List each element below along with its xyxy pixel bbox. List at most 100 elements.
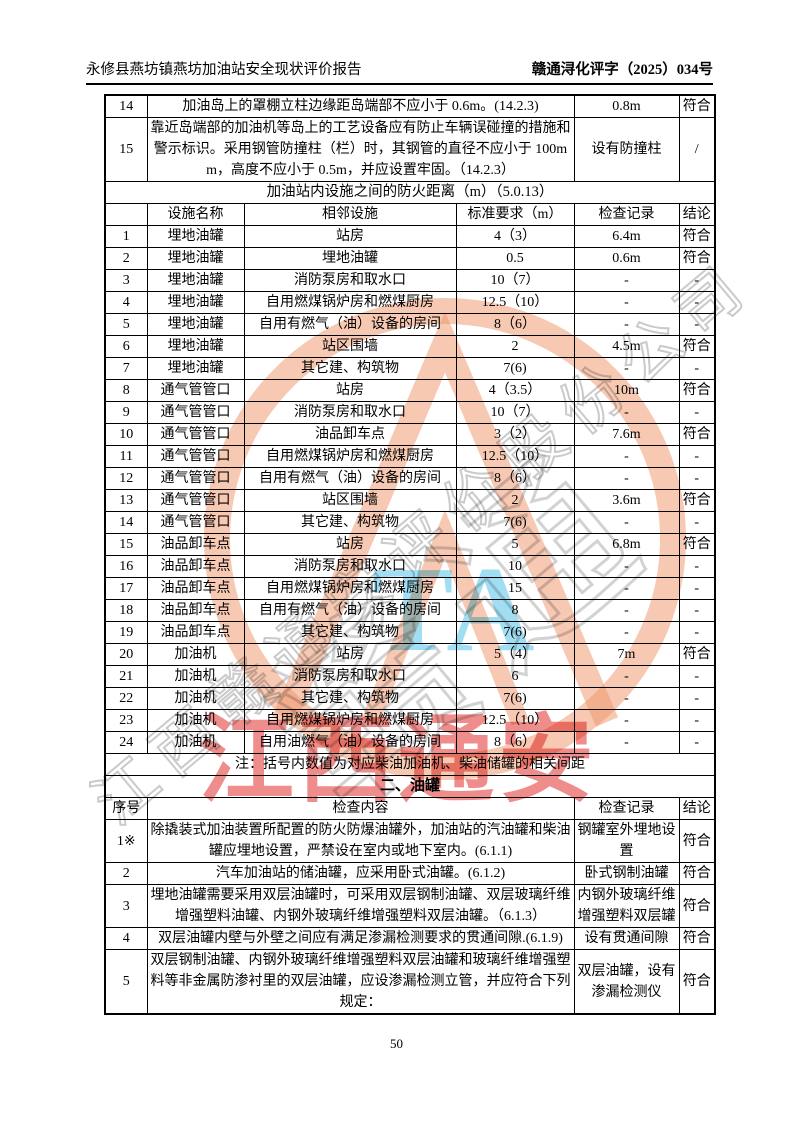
facility-name-cell: 加油机 <box>146 709 245 732</box>
adjacent-facility-cell: 自用燃煤锅炉房和燃煤厨房 <box>243 577 457 600</box>
conclusion-cell: - <box>678 291 716 314</box>
conclusion-cell: - <box>678 313 716 336</box>
facility-name-cell: 加油机 <box>146 731 245 754</box>
fire-distance-rows: 1 埋地油罐 站房 4（3） 6.4m 符合 2 埋地油罐 埋地油罐 0.5 0.6m 符合 3 埋地油罐… <box>104 225 716 754</box>
adjacent-facility-cell: 自用有燃气（油）设备的房间 <box>243 599 457 622</box>
facility-name-cell: 加油机 <box>146 643 245 666</box>
fire-distance-heading: 加油站内设施之间的防火距离（m）（5.0.13） 设施名称 相邻设施 标准要求（m）… <box>104 181 716 226</box>
conclusion-cell: - <box>678 269 716 292</box>
check-record-cell: 10m <box>573 379 680 402</box>
facility-name-cell: 通气管管口 <box>146 511 245 534</box>
standard-requirement-cell: 2 <box>455 335 575 358</box>
row-number-cell: 17 <box>104 577 148 600</box>
table-row: 20 加油机 站房 5（4） 7m 符合 <box>104 643 716 666</box>
check-record-cell: 设有防撞柱 <box>573 117 680 182</box>
check-record-cell: - <box>573 445 680 468</box>
standard-requirement-cell: 0.5 <box>455 247 575 270</box>
row-number-cell: 24 <box>104 731 148 754</box>
table-row: 17 油品卸车点 自用燃煤锅炉房和燃煤厨房 15- - <box>104 577 716 600</box>
row-number-cell: 13 <box>104 489 148 512</box>
facility-name-cell: 通气管管口 <box>146 379 245 402</box>
adjacent-facility-cell: 消防泵房和取水口 <box>243 401 457 424</box>
adjacent-facility-cell: 消防泵房和取水口 <box>243 269 457 292</box>
table-row: 3 埋地油罐 消防泵房和取水口 10（7） - - <box>104 269 716 292</box>
check-record-cell: 6.4m <box>573 225 680 248</box>
column-header-cell: 序号 <box>104 797 148 820</box>
facility-name-cell: 埋地油罐 <box>146 357 245 380</box>
facility-name-cell: 埋地油罐 <box>146 313 245 336</box>
adjacent-facility-cell: 其它建、构筑物 <box>243 511 457 534</box>
table-row: 19 油品卸车点 其它建、构筑物 7(6) - - <box>104 621 716 644</box>
standard-requirement-cell: 12.5（10） <box>455 291 575 314</box>
adjacent-facility-cell: 其它建、构筑物 <box>243 357 457 380</box>
tank-section-title-row: 二、油罐 <box>104 775 716 798</box>
table-row: 3 埋地油罐需要采用双层油罐时，可采用双层钢制油罐、双层玻璃纤维增强塑料油罐、内钢… <box>104 884 716 928</box>
facility-name-cell: 埋地油罐 <box>146 335 245 358</box>
check-record-cell: - <box>573 313 680 336</box>
check-content-cell: 靠近岛端部的加油机等岛上的工艺设备应有防止车辆误碰撞的措施和警示标识。采用钢管防… <box>146 117 575 182</box>
page-header: 永修县燕坊镇燕坊加油站安全现状评价报告 赣通浔化评字（2025）034号 <box>86 60 713 80</box>
fire-distance-title-row: 加油站内设施之间的防火距离（m）（5.0.13） <box>104 181 716 204</box>
standard-requirement-cell: 5（4） <box>455 643 575 666</box>
table-row: 15 油品卸车点 站房 5 6.8m 符合 <box>104 533 716 556</box>
check-record-cell: - <box>573 467 680 490</box>
adjacent-facility-cell: 站房 <box>243 379 457 402</box>
check-content-cell: 双层油罐内壁与外壁之间应有满足渗漏检测要求的贯通间隙.(6.1.9) <box>146 927 575 950</box>
page-number: 50 <box>390 1036 403 1051</box>
conclusion-cell: - <box>678 731 716 754</box>
standard-requirement-cell: 4（3） <box>455 225 575 248</box>
conclusion-cell: - <box>678 401 716 424</box>
table-row: 5 埋地油罐 自用有燃气（油）设备的房间 8（6） - - <box>104 313 716 336</box>
row-number-cell: 2 <box>104 862 148 885</box>
standard-requirement-cell: 12.5（10） <box>455 445 575 468</box>
row-number-cell: 14 <box>104 511 148 534</box>
table-row: 2 汽车加油站的储油罐，应采用卧式油罐。(6.1.2) 卧式钢制油罐 符合 <box>104 862 716 885</box>
check-record-cell: - <box>573 291 680 314</box>
conclusion-cell: - <box>678 445 716 468</box>
conclusion-cell: - <box>678 599 716 622</box>
row-number-cell: 2 <box>104 247 148 270</box>
facility-name-cell: 埋地油罐 <box>146 291 245 314</box>
facility-name-cell: 通气管管口 <box>146 401 245 424</box>
facility-name-cell: 加油机 <box>146 687 245 710</box>
facility-name-cell: 通气管管口 <box>146 423 245 446</box>
header-report-title: 永修县燕坊镇燕坊加油站安全现状评价报告 <box>86 62 362 78</box>
check-record-cell: - <box>573 269 680 292</box>
check-record-cell: 卧式钢制油罐 <box>573 862 680 885</box>
tank-rows: 1※ 除撬装式加油装置所配置的防火防爆油罐外，加油站的汽油罐和柴油罐应埋地设置，严… <box>104 819 716 1015</box>
conclusion-cell: 符合 <box>678 423 716 446</box>
row-number-cell: 19 <box>104 621 148 644</box>
column-header-cell: 结论 <box>678 797 716 820</box>
standard-requirement-cell: 10（7） <box>455 269 575 292</box>
conclusion-cell: 符合 <box>678 247 716 270</box>
table-row: 1※ 除撬装式加油装置所配置的防火防爆油罐外，加油站的汽油罐和柴油罐应埋地设置，严… <box>104 819 716 863</box>
check-content-cell: 汽车加油站的储油罐，应采用卧式油罐。(6.1.2) <box>146 862 575 885</box>
row-number-cell: 20 <box>104 643 148 666</box>
standard-requirement-cell: 8（6） <box>455 467 575 490</box>
conclusion-cell: - <box>678 511 716 534</box>
table-row: 18 油品卸车点 自用有燃气（油）设备的房间 8- - <box>104 599 716 622</box>
page-content: 永修县燕坊镇燕坊加油站安全现状评价报告 赣通浔化评字（2025）034号 14 加… <box>86 60 716 1015</box>
row-number-cell: 4 <box>104 927 148 950</box>
table-row: 13 通气管管口 站区围墙 2 3.6m 符合 <box>104 489 716 512</box>
conclusion-cell: 符合 <box>678 489 716 512</box>
column-header-cell: 结论 <box>678 203 716 226</box>
row-number-cell: 11 <box>104 445 148 468</box>
check-record-cell: 3.6m <box>573 489 680 512</box>
tank-section-title: 二、油罐 <box>104 775 716 798</box>
check-record-cell: 0.8m <box>573 94 680 118</box>
conclusion-cell: 符合 <box>678 819 716 863</box>
fire-distance-title: 加油站内设施之间的防火距离（m）（5.0.13） <box>104 181 716 204</box>
check-record-cell: - <box>573 577 680 600</box>
adjacent-facility-cell: 自用燃煤锅炉房和燃煤厨房 <box>243 709 457 732</box>
adjacent-facility-cell: 其它建、构筑物 <box>243 621 457 644</box>
facility-name-cell: 通气管管口 <box>146 445 245 468</box>
standard-requirement-cell: 8（6） <box>455 313 575 336</box>
adjacent-facility-cell: 站房 <box>243 533 457 556</box>
standard-requirement-cell: 7(6) <box>455 511 575 534</box>
conclusion-cell: - <box>678 577 716 600</box>
check-record-cell: 7m <box>573 643 680 666</box>
adjacent-facility-cell: 自用燃煤锅炉房和燃煤厨房 <box>243 445 457 468</box>
facility-name-cell: 油品卸车点 <box>146 533 245 556</box>
conclusion-cell: - <box>678 687 716 710</box>
